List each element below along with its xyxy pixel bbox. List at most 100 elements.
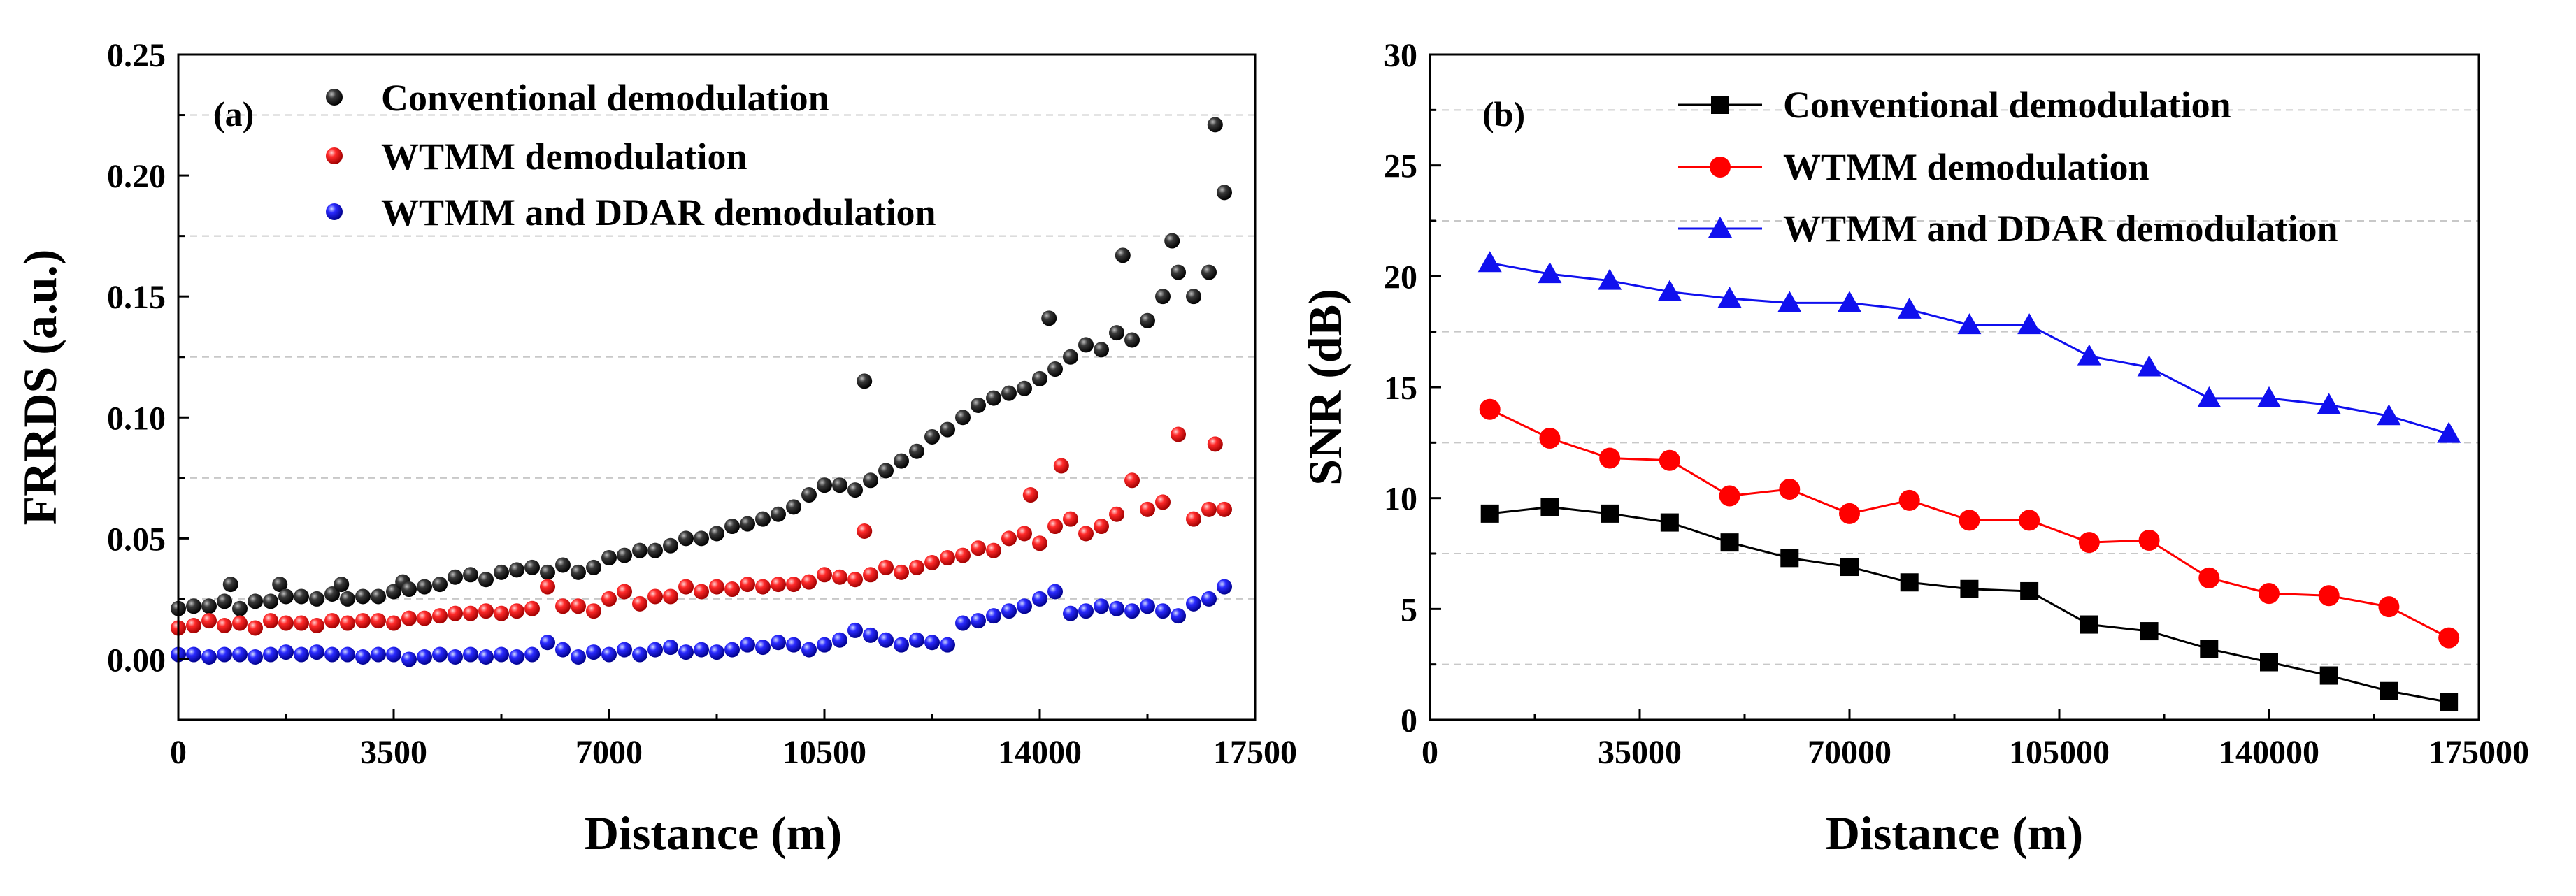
panel-a-point: [555, 598, 571, 614]
panel-a-point: [801, 487, 817, 503]
panel-a-point: [432, 608, 448, 624]
panel-a-point: [232, 600, 248, 616]
panel-a-point: [632, 542, 647, 558]
panel-a-point: [232, 615, 248, 631]
panel-b-point: [1480, 504, 1499, 523]
panel-b-ytick-label: 10: [1384, 481, 1417, 518]
panel-b-legend-marker: [1708, 217, 1732, 238]
panel-b-point: [1777, 291, 1802, 312]
panel-a-point: [1155, 494, 1171, 510]
panel-a-point: [755, 640, 771, 656]
panel-a-point: [647, 542, 663, 558]
panel-a-point: [1201, 501, 1217, 517]
panel-a-point: [617, 642, 632, 658]
panel-b-point: [2078, 532, 2100, 554]
panel-a-point: [340, 591, 355, 607]
panel-a: 0.00 0.05 0.10 0.15 0.20 0.25 0 3500 7000 10500 14…: [13, 37, 1297, 860]
panel-b-point: [1900, 573, 1919, 592]
panel-a-point: [909, 443, 924, 459]
panel-a-point: [1109, 506, 1124, 522]
panel-a-point: [1032, 591, 1047, 607]
panel-a-point: [540, 579, 555, 595]
panel-b-series-1: [1479, 398, 2460, 649]
panel-b-ytick-label: 5: [1401, 591, 1417, 628]
panel-a-point: [540, 564, 555, 580]
panel-a-ytick-label: 0.25: [107, 37, 166, 74]
panel-a-point: [1109, 325, 1124, 341]
panel-a-xtick-label: 14000: [998, 734, 1082, 771]
panel-a-point: [878, 463, 894, 479]
panel-a-point: [1063, 605, 1078, 621]
panel-b-point: [1660, 513, 1679, 532]
panel-a-grid: [178, 114, 1255, 600]
panel-a-point: [478, 572, 494, 588]
panel-a-point: [1201, 264, 1217, 280]
panel-a-ytick-label: 0.15: [107, 279, 166, 316]
panel-a-point: [340, 615, 355, 631]
panel-a-point: [771, 506, 786, 522]
panel-b-point: [2378, 596, 2400, 618]
panel-a-point: [1063, 349, 1078, 365]
panel-a-point: [632, 595, 647, 612]
panel-b-point: [1839, 503, 1860, 524]
panel-b-point: [2437, 421, 2461, 443]
panel-b-legend: Conventional demodulation WTMM demodulat…: [1678, 84, 2338, 250]
panel-a-point: [524, 600, 540, 616]
legend-a-wtmm: WTMM demodulation: [381, 136, 747, 178]
panel-a-point: [924, 635, 940, 651]
panel-b-point: [2260, 653, 2278, 672]
panel-a-point: [448, 605, 463, 621]
panel-a-point: [724, 519, 740, 535]
panel-a-point: [1140, 312, 1155, 328]
panel-a-point: [1017, 526, 1032, 542]
panel-b-point: [2197, 386, 2221, 407]
panel-a-point: [1186, 289, 1201, 305]
panel-a-point: [417, 649, 432, 665]
panel-a-point: [586, 559, 601, 575]
panel-a-point: [355, 588, 371, 605]
panel-a-point: [986, 390, 1001, 406]
panel-a-point: [663, 537, 678, 554]
panel-b-point: [2318, 585, 2340, 607]
panel-a-point: [617, 547, 632, 563]
panel-a-point: [1109, 600, 1124, 616]
panel-a-point: [1171, 264, 1186, 280]
panel-a-point: [986, 542, 1001, 558]
panel-b-point: [1960, 579, 1979, 598]
panel-a-point: [1094, 342, 1109, 358]
panel-a-point: [478, 603, 494, 619]
panel-a-point: [217, 646, 232, 663]
panel-a-point: [1164, 233, 1180, 249]
panel-a-point: [222, 577, 238, 593]
panel-a-point: [294, 615, 309, 631]
panel-a-point: [334, 577, 350, 593]
panel-a-point: [555, 642, 571, 658]
panel-b-ytick-label: 30: [1384, 37, 1417, 74]
panel-a-point: [678, 579, 694, 595]
panel-a-legend: Conventional demodulation WTMM demodulat…: [326, 77, 936, 233]
panel-b-grid: [1430, 109, 2479, 665]
panel-a-point: [248, 649, 263, 665]
panel-a-point: [847, 482, 863, 498]
panel-a-point: [832, 632, 847, 648]
panel-b-xtick-label: 0: [1422, 734, 1438, 771]
panel-a-xtick-label: 0: [170, 734, 187, 771]
panel-a-point: [263, 613, 278, 629]
panel-a-series-0: [171, 117, 1232, 616]
panel-b-point: [1538, 262, 1562, 284]
legend-b-ddar: WTMM and DDAR demodulation: [1783, 208, 2338, 250]
panel-a-point: [586, 603, 601, 619]
panel-a-point: [417, 610, 432, 626]
panel-a-point: [494, 564, 509, 580]
panel-a-point: [694, 530, 709, 547]
panel-a-point: [1201, 591, 1217, 607]
panel-a-point: [647, 588, 663, 605]
panel-a-point: [740, 577, 755, 593]
panel-a-point: [524, 646, 540, 663]
panel-a-point: [263, 646, 278, 663]
panel-a-point: [432, 646, 448, 663]
panel-b-point: [1717, 287, 1742, 308]
panel-a-data: [171, 117, 1232, 667]
panel-b-point: [1539, 427, 1561, 449]
